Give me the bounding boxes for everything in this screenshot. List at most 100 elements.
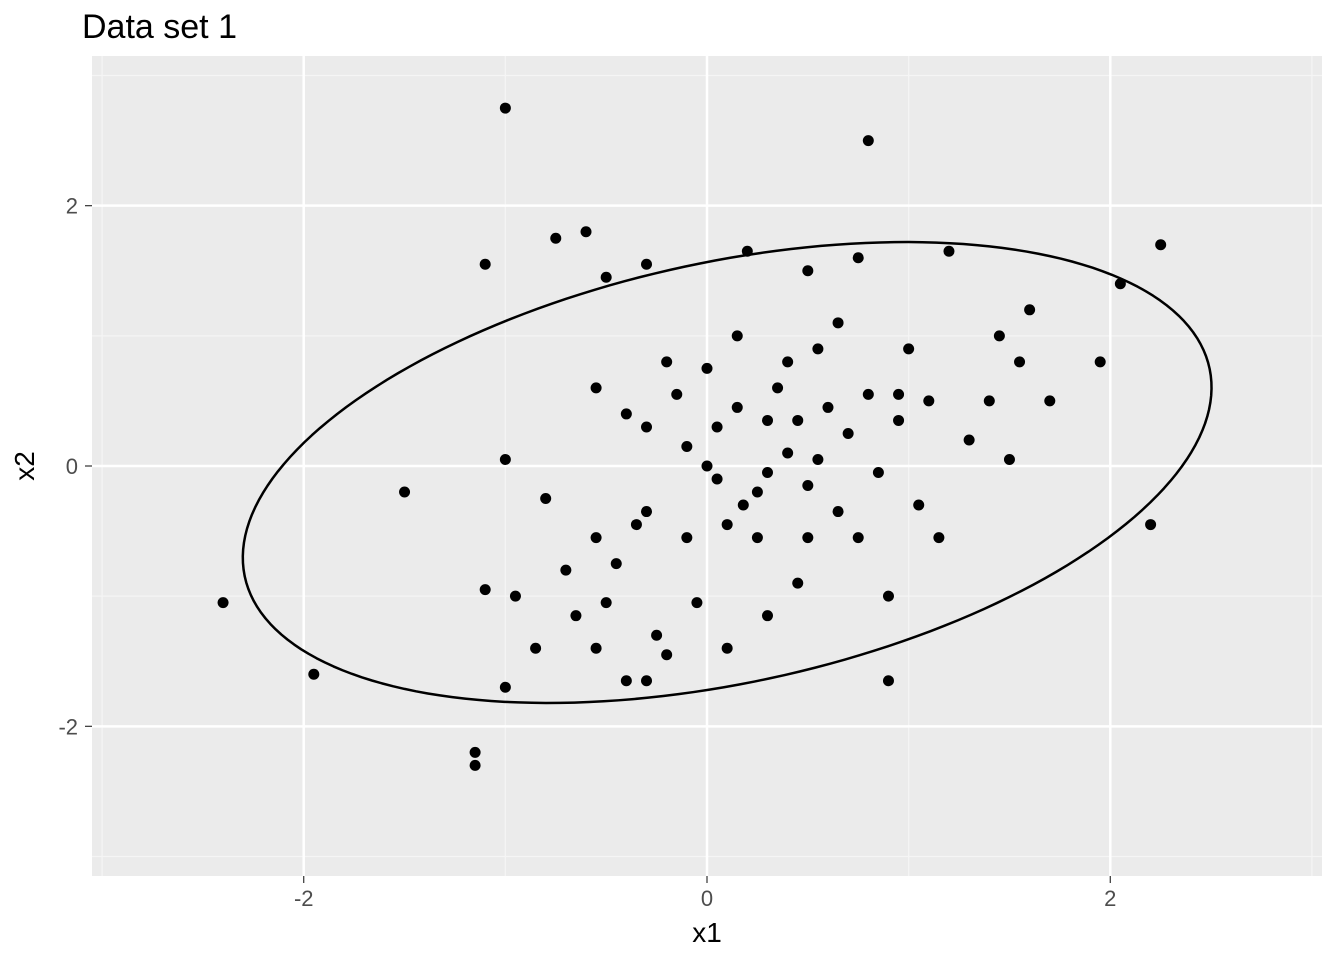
data-point [913,500,924,511]
data-point [752,532,763,543]
data-point [1004,454,1015,465]
data-point [873,467,884,478]
data-point [480,259,491,270]
data-point [802,480,813,491]
data-point [480,584,491,595]
plot-title: Data set 1 [82,8,237,46]
data-point [782,447,793,458]
x-axis-label: x1 [692,917,722,948]
data-point [470,760,481,771]
data-point [822,402,833,413]
data-point [641,675,652,686]
data-point [984,395,995,406]
data-point [510,591,521,602]
data-point [722,519,733,530]
chart-container: -2 0 2 -2 0 2 x1 x2 Data set 1 [0,0,1344,960]
data-point [661,649,672,660]
data-point [863,389,874,400]
data-point [923,395,934,406]
data-point [702,461,713,472]
data-point [752,487,763,498]
data-point [732,330,743,341]
data-point [500,103,511,114]
data-point [883,675,894,686]
data-point [792,415,803,426]
data-point [611,558,622,569]
data-point [722,643,733,654]
data-point [833,317,844,328]
data-point [712,421,723,432]
data-point [550,233,561,244]
y-tick-label: -2 [58,714,78,739]
data-point [631,519,642,530]
data-point [651,630,662,641]
data-point [732,402,743,413]
data-point [1115,278,1126,289]
data-point [893,389,904,400]
data-point [702,363,713,374]
data-point [621,675,632,686]
data-point [762,467,773,478]
data-point [964,434,975,445]
data-point [1024,304,1035,315]
data-point [641,421,652,432]
data-point [903,343,914,354]
data-point [1014,356,1025,367]
data-point [570,610,581,621]
data-point [712,474,723,485]
data-point [591,382,602,393]
data-point [762,610,773,621]
data-point [802,265,813,276]
data-point [500,682,511,693]
data-point [792,578,803,589]
x-tick-label: -2 [294,886,314,911]
data-point [681,532,692,543]
data-point [1044,395,1055,406]
data-point [530,643,541,654]
data-point [661,356,672,367]
data-point [802,532,813,543]
data-point [742,246,753,257]
data-point [591,643,602,654]
scatter-chart-svg: -2 0 2 -2 0 2 x1 x2 Data set 1 [0,0,1344,960]
data-point [833,506,844,517]
data-point [853,532,864,543]
data-point [994,330,1005,341]
data-point [691,597,702,608]
data-point [893,415,904,426]
data-point [943,246,954,257]
data-point [812,454,823,465]
x-tick-label: 2 [1104,886,1116,911]
data-point [621,408,632,419]
data-point [671,389,682,400]
data-point [218,597,229,608]
data-point [762,415,773,426]
data-point [581,226,592,237]
y-axis-label: x2 [9,451,40,481]
data-point [883,591,894,602]
data-point [738,500,749,511]
data-point [1095,356,1106,367]
data-point [812,343,823,354]
data-point [782,356,793,367]
data-point [681,441,692,452]
data-point [591,532,602,543]
data-point [1145,519,1156,530]
data-point [560,565,571,576]
data-point [641,506,652,517]
data-point [772,382,783,393]
y-tick-label: 2 [66,194,78,219]
data-point [470,747,481,758]
y-tick-label: 0 [66,454,78,479]
x-tick-label: 0 [701,886,713,911]
data-point [641,259,652,270]
data-point [601,597,612,608]
data-point [853,252,864,263]
data-point [933,532,944,543]
data-point [863,135,874,146]
data-point [601,272,612,283]
data-point [308,669,319,680]
data-point [1155,239,1166,250]
data-point [500,454,511,465]
data-point [540,493,551,504]
